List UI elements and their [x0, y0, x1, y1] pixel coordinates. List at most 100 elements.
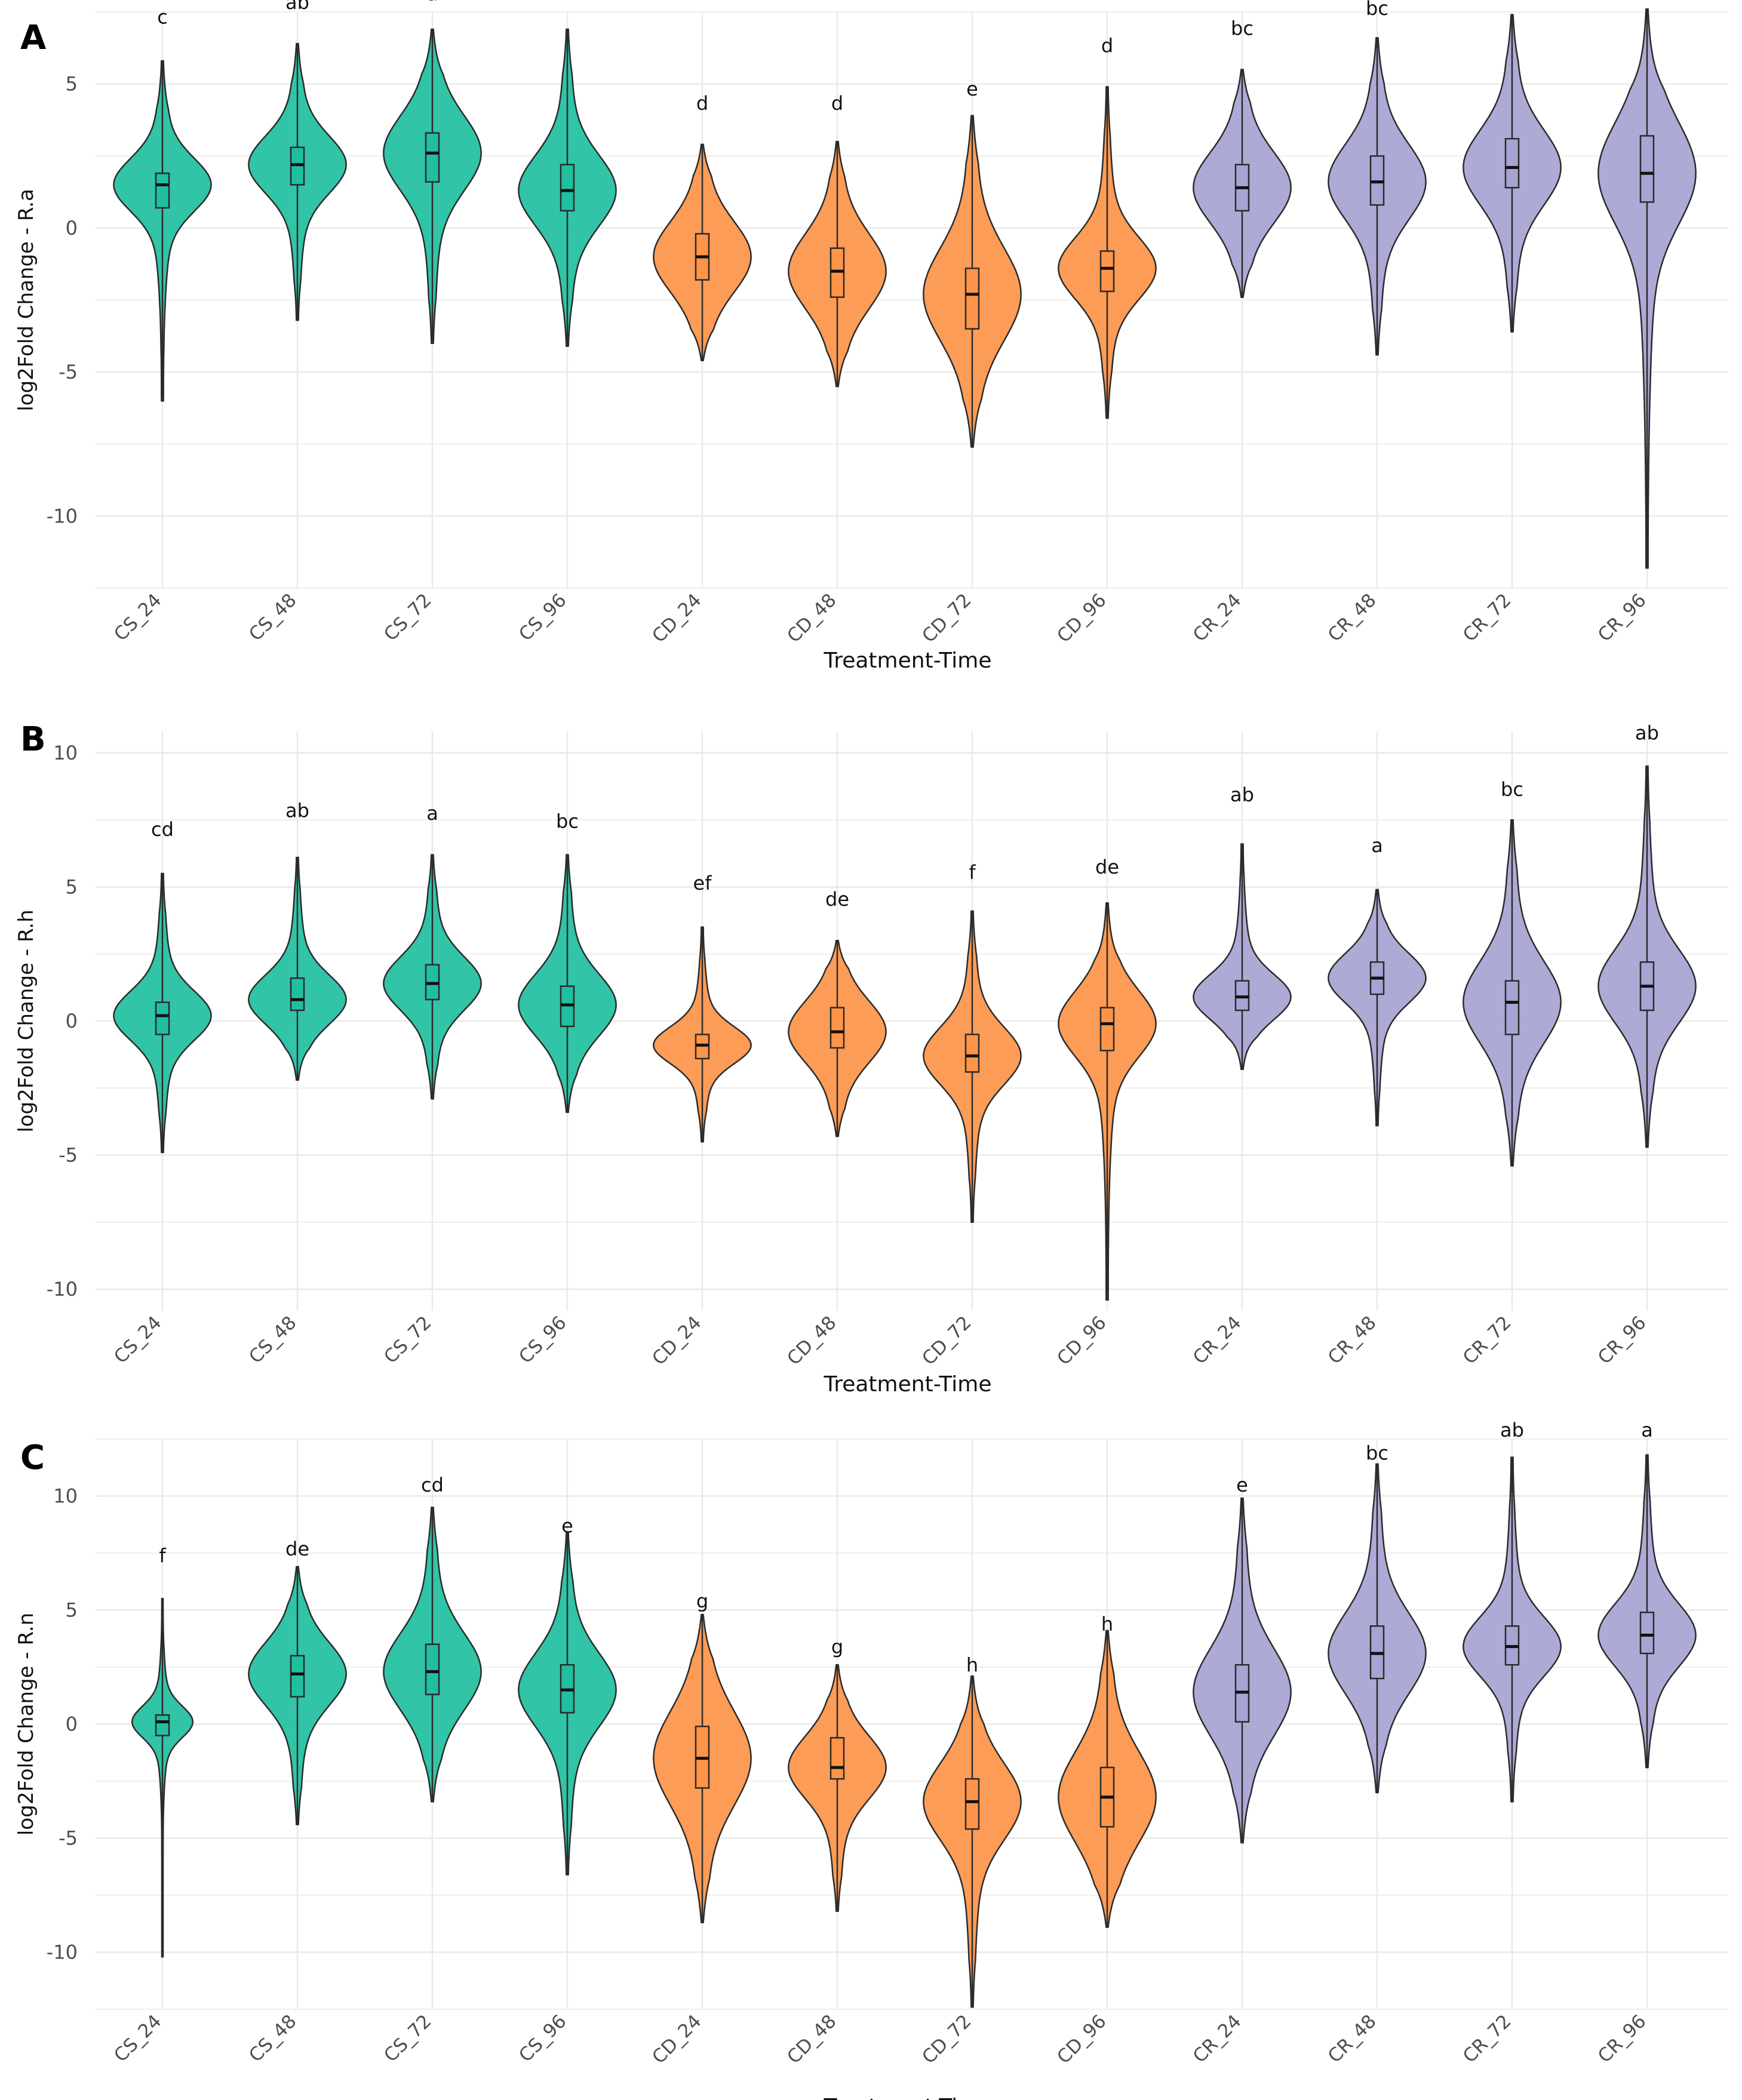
- x-tick-label: CS_24: [110, 1312, 166, 1368]
- x-tick-label: CR_96: [1594, 2010, 1651, 2067]
- iqr-box: [425, 1643, 440, 1696]
- x-tick-label: CD_24: [648, 2010, 705, 2068]
- x-tick-label: CR_72: [1459, 2010, 1516, 2067]
- violin-cd-24: d CD_24: [648, 92, 752, 647]
- x-axis-title: Treatment-Time: [824, 2095, 992, 2100]
- violin-cs-48: ab CS_48: [245, 800, 347, 1368]
- significance-letter: a: [426, 802, 438, 825]
- panel-a: A5 0 -5 -10 log2Fold Change - R.a Treatment-T…: [14, 0, 1729, 673]
- significance-letter: bc: [1231, 17, 1253, 40]
- x-tick-label: CD_72: [918, 2010, 975, 2068]
- violin-cs-24: c CS_24: [110, 5, 212, 645]
- significance-letter: d: [831, 92, 843, 115]
- x-tick-label: CR_24: [1189, 2010, 1246, 2067]
- significance-letter: e: [966, 78, 978, 100]
- significance-letter: bc: [1366, 0, 1388, 20]
- x-tick-label: CR_72: [1459, 1312, 1516, 1369]
- panel-letter: C: [20, 1438, 45, 1477]
- violin-cr-48: bc CR_48: [1324, 0, 1427, 646]
- significance-letter: d: [1101, 35, 1113, 57]
- y-tick-label: -5: [59, 1827, 78, 1850]
- iqr-box: [829, 1737, 845, 1780]
- significance-letter: d: [696, 92, 708, 115]
- x-tick-label: CR_72: [1459, 589, 1516, 646]
- violin-cs-96: bc CS_96: [515, 0, 617, 645]
- iqr-box: [1504, 138, 1520, 189]
- violin-cs-48: de CS_48: [245, 1538, 347, 2067]
- violin-cd-96: d CD_96: [1053, 35, 1157, 647]
- x-tick-label: CS_96: [515, 1312, 571, 1368]
- violin-cd-96: h CD_96: [1053, 1613, 1157, 2068]
- significance-letter: g: [831, 1635, 843, 1658]
- violin-cr-24: bc CR_24: [1189, 17, 1292, 646]
- significance-letter: g: [696, 1590, 708, 1613]
- significance-letter: a: [1641, 1419, 1653, 1441]
- panel-b: B 10 5 0 -5 -10 log2Fold Change - R.h Treatment…: [14, 720, 1729, 1397]
- significance-letter: e: [561, 1515, 573, 1538]
- y-tick-label: 0: [66, 1713, 78, 1736]
- x-tick-label: CD_48: [783, 2010, 840, 2068]
- violin-cd-48: de CD_48: [783, 888, 887, 1370]
- violin-cr-48: a CR_48: [1324, 834, 1427, 1369]
- violin-cs-72: a CS_72: [380, 0, 482, 645]
- significance-letter: bc: [556, 810, 579, 833]
- violin-cd-72: e CD_72: [918, 78, 1022, 647]
- significance-letter: f: [969, 861, 976, 884]
- significance-letter: cd: [421, 1474, 444, 1496]
- iqr-box: [560, 164, 575, 212]
- iqr-box: [155, 1714, 170, 1736]
- x-tick-label: CD_24: [648, 1312, 705, 1369]
- iqr-box: [829, 1007, 845, 1049]
- significance-letter: h: [1101, 1613, 1113, 1635]
- y-axis-title: log2Fold Change - R.h: [14, 909, 38, 1132]
- y-tick-label: 5: [66, 73, 78, 96]
- x-tick-label: CS_96: [515, 2010, 571, 2067]
- x-tick-label: CS_48: [245, 1312, 301, 1368]
- violin-cd-48: d CD_48: [783, 92, 887, 647]
- panel-letter: B: [20, 720, 46, 759]
- violin-cd-24: ef CD_24: [648, 872, 752, 1370]
- x-tick-label: CD_48: [783, 1312, 840, 1369]
- significance-letter: abc: [1630, 0, 1664, 2]
- iqr-box: [1099, 250, 1115, 293]
- violin-cr-72: ab CR_72: [1459, 1419, 1562, 2067]
- y-axis-title: log2Fold Change - R.n: [14, 1613, 38, 1835]
- y-tick-label: 5: [66, 875, 78, 898]
- panel-c: C 10 5 0 -5 -10 log2Fold Change - R.n Treatment…: [14, 1419, 1729, 2100]
- x-tick-label: CS_48: [245, 2010, 301, 2067]
- iqr-box: [964, 1034, 980, 1073]
- x-tick-label: CS_72: [380, 1312, 436, 1368]
- significance-letter: a: [426, 0, 438, 5]
- violin-cd-48: g CD_48: [783, 1635, 887, 2068]
- x-axis-title: Treatment-Time: [824, 1372, 992, 1397]
- iqr-box: [1639, 1612, 1655, 1655]
- iqr-box: [155, 1001, 170, 1035]
- violin-cd-72: f CD_72: [918, 861, 1022, 1370]
- significance-letter: f: [159, 1544, 166, 1567]
- y-tick-label: 5: [66, 1599, 78, 1622]
- x-tick-label: CS_72: [380, 2010, 436, 2067]
- x-tick-label: CD_72: [918, 1312, 975, 1369]
- x-tick-label: CR_48: [1324, 2010, 1381, 2067]
- violin-cr-96: ab CR_96: [1594, 721, 1697, 1369]
- x-tick-label: CS_24: [110, 589, 166, 645]
- violin-cs-72: cd CS_72: [380, 1474, 482, 2067]
- violin-cs-24: cd CS_24: [110, 818, 212, 1368]
- x-tick-label: CD_48: [783, 589, 840, 647]
- x-tick-label: CR_48: [1324, 1312, 1381, 1369]
- y-axis-title: log2Fold Change - R.a: [14, 189, 38, 411]
- iqr-box: [290, 1655, 305, 1698]
- significance-letter: c: [157, 5, 168, 28]
- iqr-box: [964, 1778, 980, 1830]
- iqr-box: [155, 172, 170, 209]
- iqr-box: [1504, 980, 1520, 1035]
- x-tick-label: CR_96: [1594, 1312, 1651, 1369]
- significance-letter: bc: [1366, 1441, 1388, 1464]
- x-tick-label: CD_96: [1053, 1312, 1110, 1369]
- significance-letter: h: [966, 1654, 978, 1677]
- violin-cs-24: f CS_24: [110, 1544, 194, 2067]
- significance-letter: cd: [151, 818, 174, 841]
- x-tick-label: CD_96: [1053, 2010, 1110, 2068]
- x-tick-label: CR_48: [1324, 589, 1381, 646]
- y-tick-label: -5: [59, 361, 78, 383]
